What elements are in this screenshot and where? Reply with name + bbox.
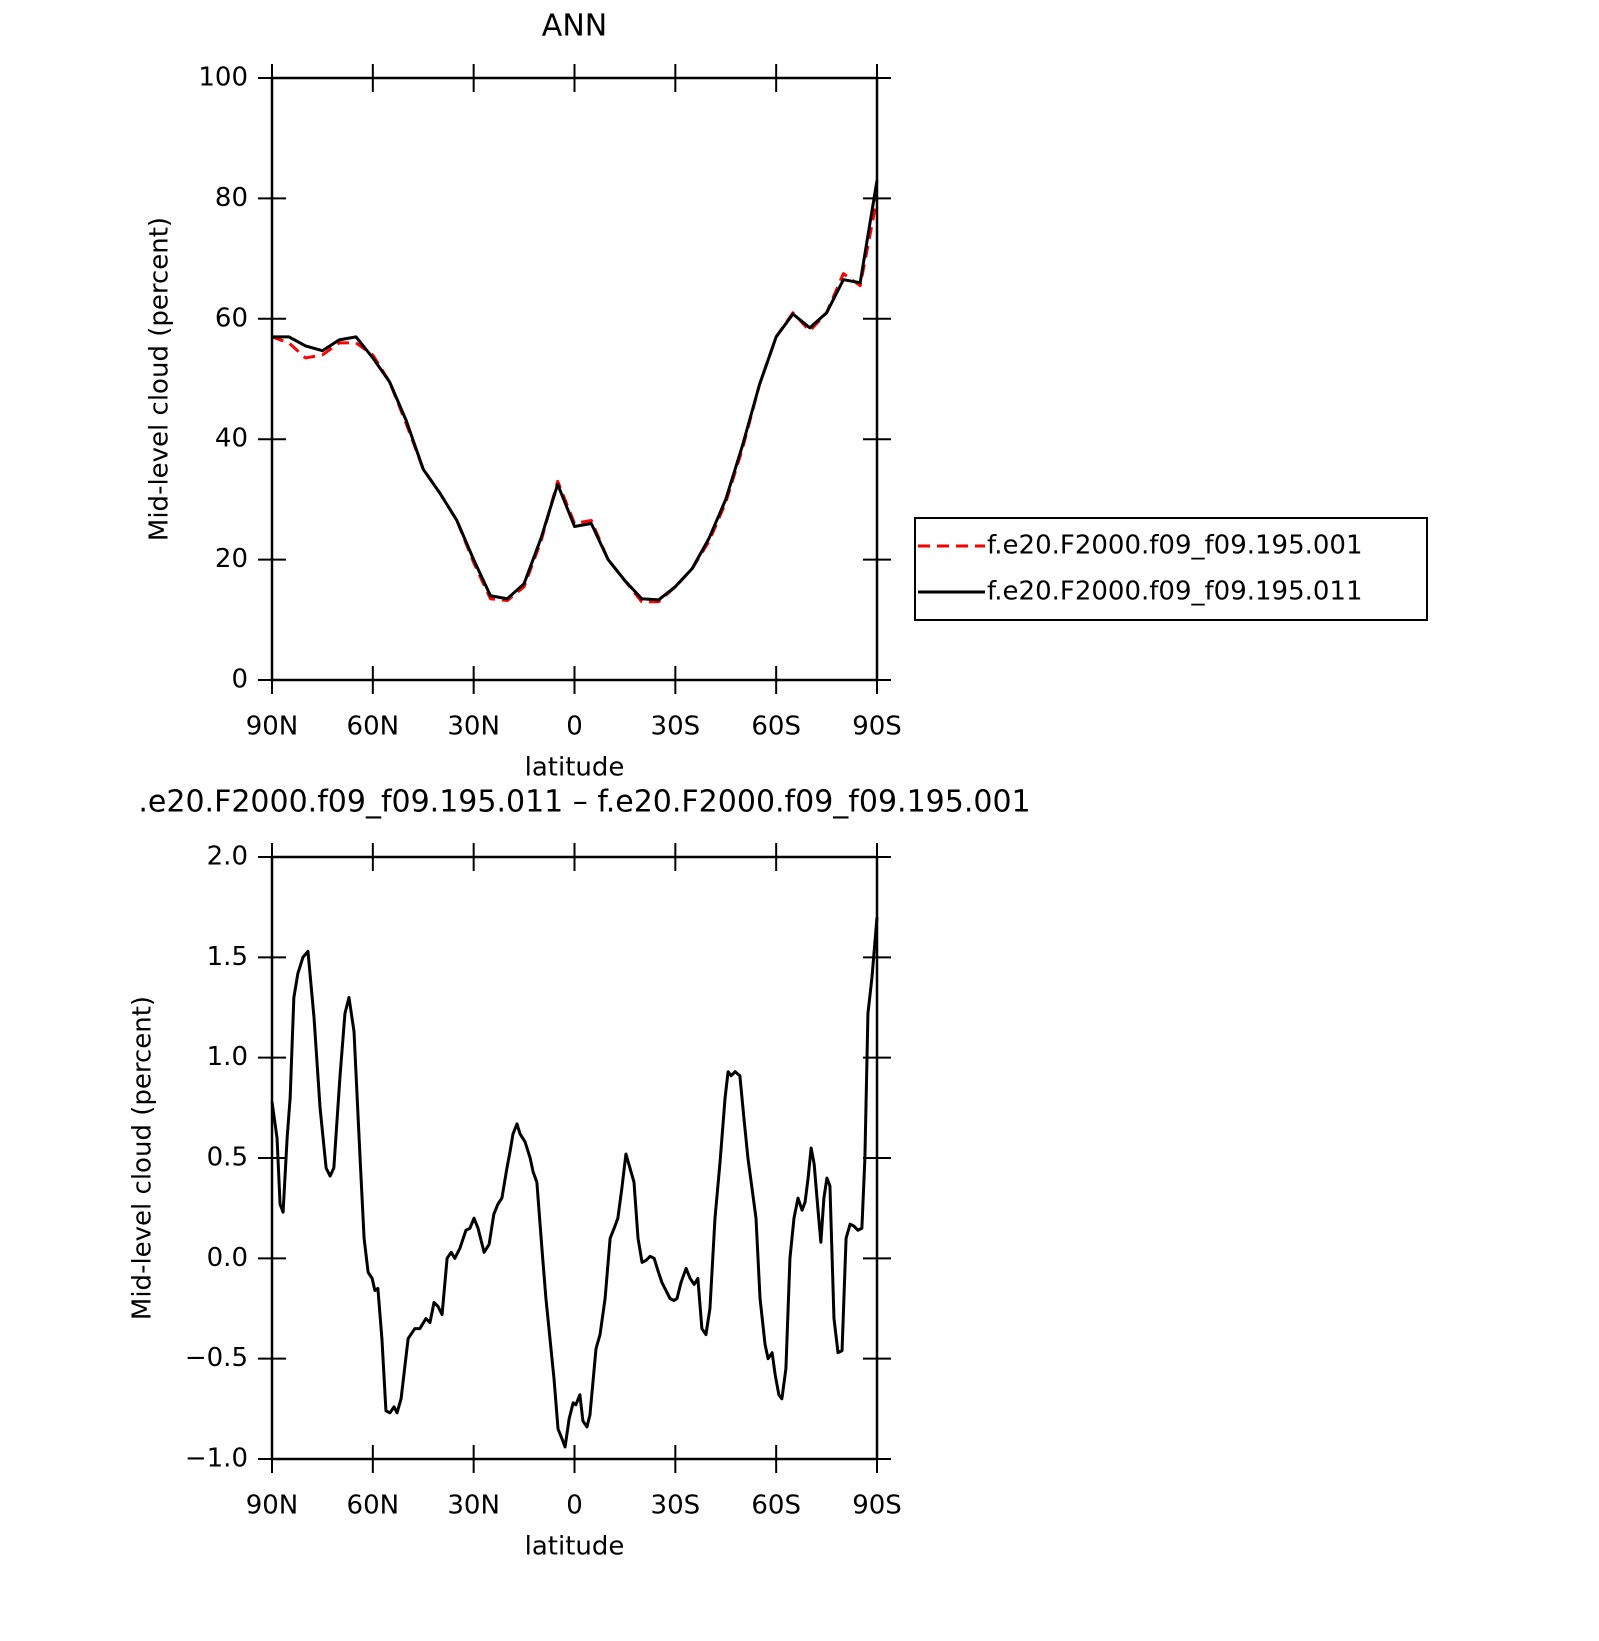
x-tick-label: 90N — [246, 712, 299, 742]
x-tick-label: 30N — [447, 1491, 500, 1521]
y-tick-label: 20 — [215, 544, 248, 574]
data-line — [270, 917, 879, 1449]
x-tick-label: 30N — [447, 712, 500, 742]
x-axis-label: latitude — [525, 753, 625, 783]
x-axis-label: latitude — [525, 1532, 625, 1562]
y-tick-label: 1.5 — [207, 942, 248, 972]
y-tick-label: 0 — [231, 665, 248, 695]
x-tick-label: 90S — [852, 1491, 902, 1521]
y-axis-label: Mid-level cloud (percent) — [128, 996, 158, 1320]
chart-title: .e20.F2000.f09_f09.195.011 – f.e20.F2000… — [138, 785, 1030, 820]
y-tick-label: 0.5 — [207, 1143, 248, 1173]
x-tick-label: 60N — [347, 1491, 400, 1521]
legend-label: f.e20.F2000.f09_f09.195.001 — [987, 531, 1363, 561]
y-tick-label: 1.0 — [207, 1042, 248, 1072]
x-tick-label: 90N — [246, 1491, 299, 1521]
data-line — [272, 180, 879, 602]
y-tick-label: 2.0 — [207, 842, 248, 872]
x-tick-label: 0 — [566, 712, 583, 742]
x-tick-label: 60S — [751, 1491, 801, 1521]
y-tick-label: −1.0 — [185, 1444, 248, 1474]
x-tick-label: 60S — [751, 712, 801, 742]
y-tick-label: 40 — [215, 424, 248, 454]
plot-frame — [270, 76, 879, 682]
x-tick-label: 30S — [651, 712, 701, 742]
data-line — [271, 198, 879, 604]
x-tick-label: 0 — [566, 1491, 583, 1521]
y-tick-label: 0.0 — [207, 1243, 248, 1273]
legend-box — [914, 517, 1428, 621]
x-tick-label: 60N — [347, 712, 400, 742]
x-tick-label: 30S — [651, 1491, 701, 1521]
x-tick-label: 90S — [852, 712, 902, 742]
y-tick-label: 80 — [215, 183, 248, 213]
chart-title: ANN — [542, 9, 607, 44]
y-tick-label: −0.5 — [185, 1343, 248, 1373]
legend-label: f.e20.F2000.f09_f09.195.011 — [987, 577, 1363, 607]
y-axis-label: Mid-level cloud (percent) — [145, 217, 175, 541]
y-tick-label: 100 — [198, 63, 248, 93]
y-tick-label: 60 — [215, 303, 248, 333]
